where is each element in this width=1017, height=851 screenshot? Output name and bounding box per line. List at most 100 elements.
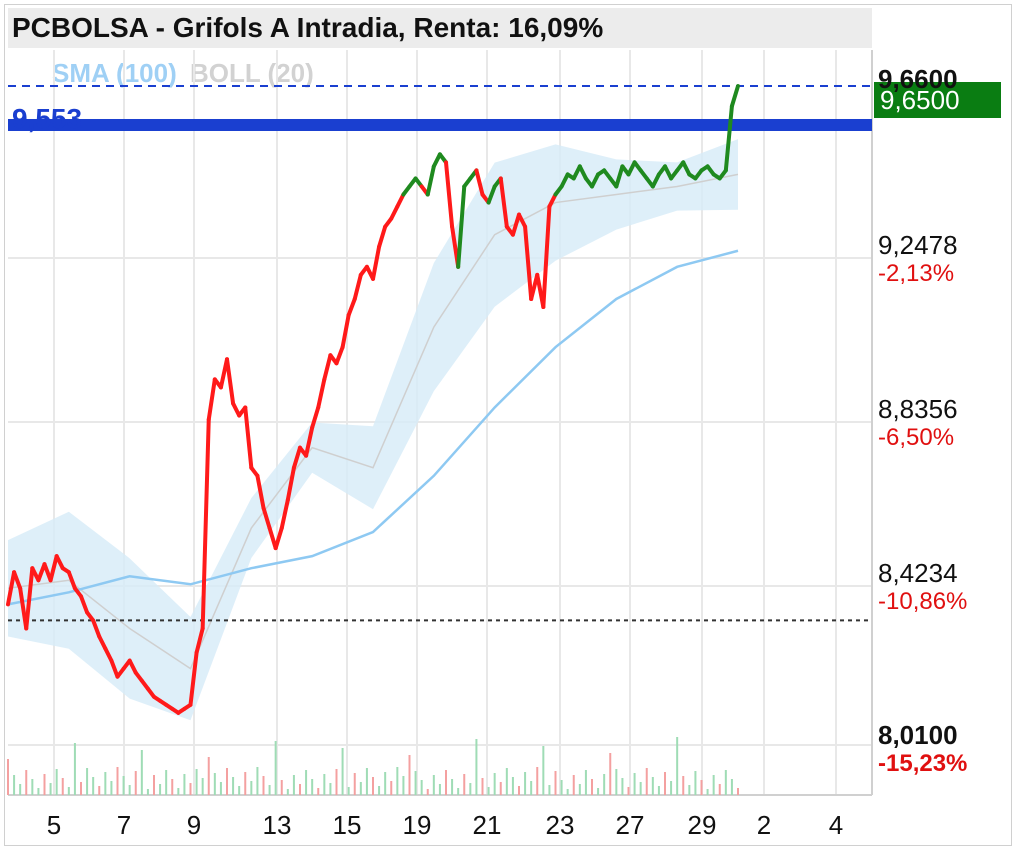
volume-bar <box>694 771 697 795</box>
volume-bar <box>104 772 107 795</box>
volume-bar <box>31 779 34 795</box>
price-segment <box>650 172 661 189</box>
volume-bar <box>299 784 301 795</box>
y-axis-pct: -10,86% <box>878 588 968 615</box>
price-segment <box>66 570 77 591</box>
volume-bar <box>432 775 435 795</box>
volume-bar <box>280 780 283 795</box>
volume-bar <box>706 789 709 795</box>
price-segment <box>377 224 388 249</box>
price-segment <box>279 497 290 531</box>
price-segment <box>498 176 509 229</box>
volume-bar <box>201 778 204 795</box>
volume-bar <box>7 759 9 795</box>
volume-bar <box>86 768 89 795</box>
volume-bar <box>25 770 28 795</box>
volume-bar <box>670 781 673 795</box>
volume-bar <box>305 770 308 795</box>
volume-bar <box>591 779 593 795</box>
x-tick-label: 9 <box>186 810 202 840</box>
volume-bar <box>110 781 113 795</box>
price-segment <box>729 84 740 109</box>
y-axis-top-label: 9,6600 <box>878 64 958 94</box>
volume-bar <box>341 748 344 795</box>
volume-bar <box>615 769 618 795</box>
price-segment <box>127 658 138 675</box>
price-segment <box>243 405 254 470</box>
volume-bar <box>37 788 40 795</box>
volume-bar <box>226 768 228 795</box>
price-segment <box>723 104 734 173</box>
volume-bar <box>505 768 508 795</box>
price-segment <box>577 164 588 181</box>
price-segment <box>206 377 217 422</box>
volume-bar <box>627 787 630 795</box>
price-segment <box>225 357 236 406</box>
volume-bar <box>153 775 155 795</box>
volume-bar <box>396 767 399 795</box>
volume-bar <box>232 777 235 795</box>
volume-bar <box>286 789 289 795</box>
volume-bar <box>572 775 575 795</box>
volume-bar <box>359 782 362 795</box>
price-segment <box>91 618 102 639</box>
volume-bar <box>323 774 326 795</box>
volume-bar <box>530 781 533 795</box>
volume-bar <box>134 771 137 795</box>
volume-bar <box>724 770 727 795</box>
volume-bar <box>347 787 350 795</box>
price-segment <box>395 192 406 209</box>
price-segment <box>255 473 266 510</box>
volume-bar <box>730 779 733 795</box>
reference-line-9553 <box>8 118 872 131</box>
y-axis-label: 9,2478 <box>878 230 958 260</box>
price-segment <box>523 224 534 301</box>
volume-bar <box>518 786 520 795</box>
volume-bar <box>402 776 405 795</box>
volume-bar <box>189 783 192 795</box>
volume-bar <box>493 773 496 795</box>
volume-bar <box>317 788 320 795</box>
volume-bar <box>487 787 490 795</box>
volume-bar <box>554 771 557 795</box>
sma-line <box>7 249 739 606</box>
volume-bar <box>737 788 739 795</box>
reference-lines <box>8 85 872 622</box>
price-line <box>6 84 740 715</box>
volume-bar <box>98 786 101 795</box>
volume-bar <box>603 774 606 795</box>
price-segment <box>541 204 552 310</box>
volume-bar <box>542 746 545 795</box>
volume-bar <box>621 778 624 795</box>
price-segment <box>97 634 108 651</box>
volume-bar <box>311 779 314 795</box>
price-segment <box>194 626 205 655</box>
price-segment <box>346 296 357 318</box>
price-segment <box>48 554 59 583</box>
boll-legend-item[interactable]: BOLL (20) <box>189 58 314 88</box>
x-tick-label: 23 <box>545 810 575 840</box>
volume-bars <box>7 737 739 795</box>
price-segment <box>273 526 284 551</box>
volume-bar <box>67 787 70 795</box>
volume-bar <box>438 784 441 795</box>
volume-bar <box>146 789 149 795</box>
volume-bar <box>372 777 374 795</box>
x-tick-label: 29 <box>687 810 717 840</box>
price-segment <box>614 164 625 189</box>
volume-bar <box>712 775 715 795</box>
volume-bar <box>676 737 679 795</box>
volume-bar <box>408 755 411 795</box>
volume-bar <box>451 779 454 795</box>
price-segment <box>547 192 558 209</box>
volume-bar <box>584 770 587 795</box>
sma-legend-item[interactable]: SMA (100) <box>52 58 177 88</box>
price-segment <box>431 152 442 169</box>
volume-bar <box>116 767 119 795</box>
volume-bar <box>122 776 125 795</box>
y-axis-label: 8,8356 <box>878 394 958 424</box>
volume-bar <box>475 739 478 795</box>
price-segment <box>389 204 400 221</box>
price-segment <box>456 184 467 269</box>
